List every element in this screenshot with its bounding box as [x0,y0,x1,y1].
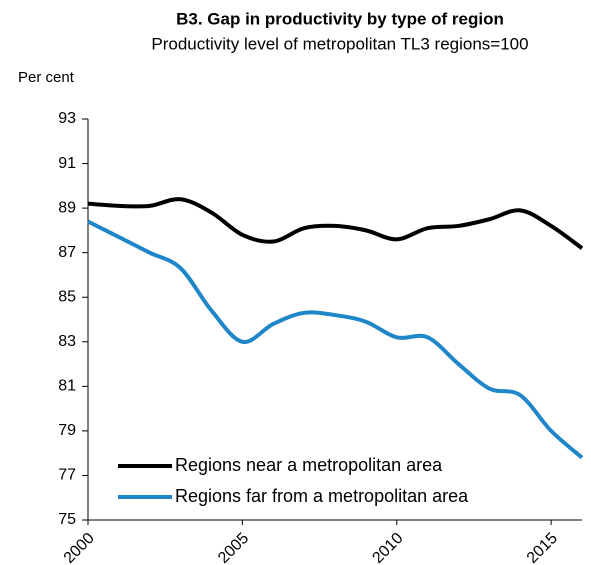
y-tick-label: 79 [58,422,76,439]
legend-label: Regions far from a metropolitan area [175,486,469,506]
y-tick-label: 75 [58,511,76,528]
chart-title: B3. Gap in productivity by type of regio… [176,9,504,28]
x-tick-label: 2000 [61,530,98,565]
y-axis-label: Per cent [18,69,75,86]
chart-subtitle: Productivity level of metropolitan TL3 r… [151,34,528,53]
y-tick-label: 89 [58,199,76,216]
y-tick-label: 85 [58,288,76,305]
y-tick-label: 77 [58,467,76,484]
y-tick-label: 83 [58,333,76,350]
x-tick-label: 2015 [524,530,561,565]
y-tick-label: 87 [58,244,76,261]
legend-label: Regions near a metropolitan area [175,455,443,475]
y-tick-label: 91 [58,155,76,172]
series-line [87,219,584,460]
y-tick-label: 93 [58,110,76,127]
x-tick-label: 2010 [369,530,406,565]
series-line [87,197,584,250]
y-tick-label: 81 [58,378,76,395]
x-tick-label: 2005 [215,530,252,565]
